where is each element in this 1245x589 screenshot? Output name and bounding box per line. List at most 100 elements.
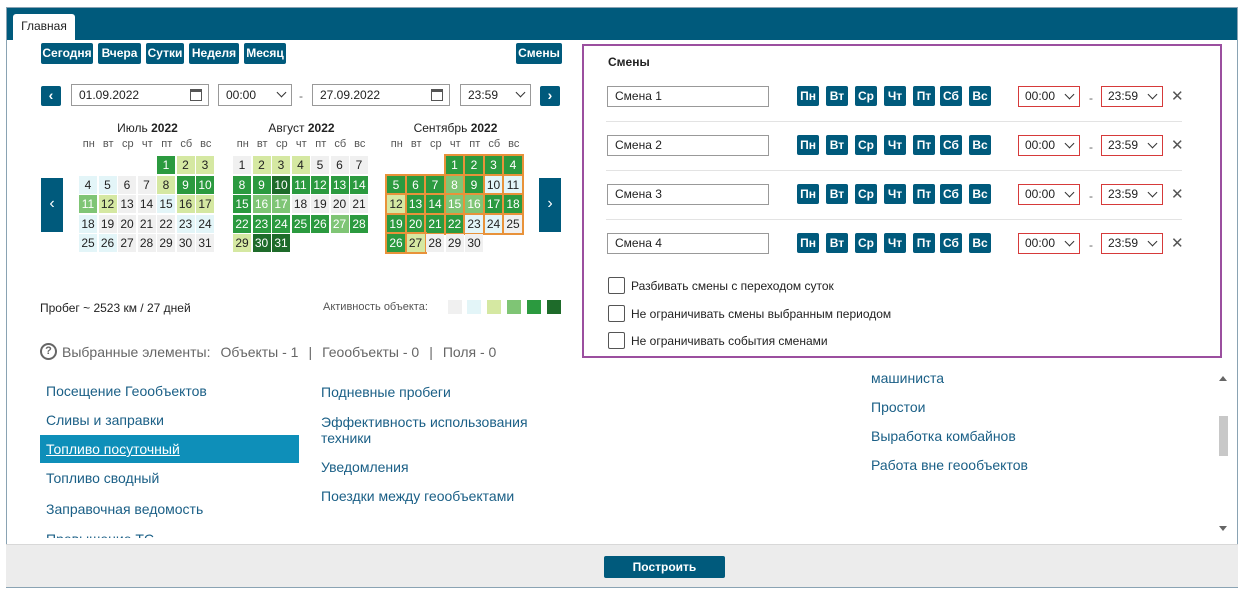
- report-item[interactable]: Работа вне геообъектов: [871, 457, 1028, 473]
- tab-main[interactable]: Главная: [13, 14, 75, 40]
- calendar-prev-button[interactable]: ‹: [41, 178, 63, 232]
- calendar-day[interactable]: 24: [484, 214, 503, 233]
- shift-day-toggle[interactable]: Сб: [940, 135, 962, 155]
- shift-day-toggle[interactable]: Пт: [913, 184, 935, 204]
- checkbox-split-days[interactable]: Разбивать смены с переходом суток: [608, 277, 834, 294]
- shift-end-select[interactable]: 23:59: [1101, 233, 1163, 254]
- shift-day-toggle[interactable]: Сб: [940, 86, 962, 106]
- calendar-day[interactable]: 2: [465, 156, 483, 174]
- selected-fields[interactable]: Поля - 0: [442, 343, 497, 360]
- calendar-day[interactable]: 27: [406, 234, 425, 252]
- calendar-day[interactable]: 13: [330, 175, 349, 194]
- shift-name-input[interactable]: Смена 3: [607, 184, 769, 205]
- calendar-day[interactable]: 10: [196, 175, 214, 194]
- calendar-day[interactable]: 13: [406, 195, 425, 213]
- calendar-day[interactable]: 4: [79, 175, 97, 194]
- calendar-day[interactable]: 26: [98, 234, 117, 252]
- calendar-day[interactable]: 21: [137, 214, 156, 233]
- shift-day-toggle[interactable]: Пн: [797, 135, 819, 155]
- shift-name-input[interactable]: Смена 2: [607, 135, 769, 156]
- report-item-active[interactable]: Топливо посуточный: [40, 435, 299, 463]
- calendar-day[interactable]: 8: [233, 175, 251, 194]
- remove-shift-close-icon[interactable]: ✕: [1171, 88, 1184, 105]
- checkbox[interactable]: [608, 332, 625, 349]
- report-item[interactable]: Поездки между геообъектами: [321, 488, 515, 504]
- calendar-day[interactable]: 28: [350, 214, 368, 233]
- calendar-day[interactable]: 12: [98, 195, 117, 213]
- calendar-day[interactable]: 28: [137, 234, 156, 252]
- report-item[interactable]: Простои: [871, 399, 926, 415]
- calendar-day[interactable]: 14: [350, 175, 368, 194]
- calendar-day[interactable]: 1: [233, 156, 251, 174]
- calendar-day[interactable]: 11: [79, 195, 97, 213]
- shift-day-toggle[interactable]: Вс: [969, 86, 991, 106]
- scroll-up-icon[interactable]: [1219, 376, 1227, 381]
- reports-scrollbar[interactable]: [1217, 374, 1229, 538]
- shift-day-toggle[interactable]: Вс: [969, 233, 991, 253]
- calendar-day[interactable]: 28: [426, 234, 444, 252]
- calendar-day[interactable]: 16: [252, 195, 271, 213]
- period-prev-button[interactable]: ‹: [41, 86, 61, 106]
- calendar-day[interactable]: 16: [176, 195, 195, 213]
- calendar-day[interactable]: 30: [176, 234, 195, 252]
- calendar-day[interactable]: 9: [465, 175, 483, 194]
- calendar-day[interactable]: 25: [291, 214, 310, 233]
- calendar-day[interactable]: 27: [118, 234, 136, 252]
- selected-geo[interactable]: Геообъекты - 0: [322, 343, 420, 360]
- calendar-day[interactable]: 19: [311, 195, 329, 213]
- calendar-day[interactable]: 7: [426, 175, 444, 194]
- report-item[interactable]: Заправочная ведомость: [46, 501, 204, 517]
- shift-day-toggle[interactable]: Сб: [940, 233, 962, 253]
- calendar-day[interactable]: 6: [118, 175, 136, 194]
- calendar-next-button[interactable]: ›: [539, 178, 561, 232]
- quick-button-4[interactable]: Месяц: [244, 43, 286, 64]
- calendar-day[interactable]: 1: [445, 156, 464, 174]
- calendar-day[interactable]: 6: [330, 156, 349, 174]
- shift-day-toggle[interactable]: Ср: [855, 184, 877, 204]
- calendar-day[interactable]: 6: [406, 175, 425, 194]
- calendar-day[interactable]: 12: [387, 195, 405, 213]
- report-item[interactable]: Посещение Геообъектов: [46, 383, 207, 399]
- checkbox-no-events-limit[interactable]: Не ограничивать события сменами: [608, 332, 828, 349]
- shift-start-select[interactable]: 00:00: [1018, 86, 1080, 107]
- selected-objects[interactable]: Объекты - 1: [220, 343, 299, 360]
- calendar-day[interactable]: 18: [504, 195, 522, 213]
- calendar-day[interactable]: 4: [291, 156, 310, 174]
- shift-day-toggle[interactable]: Пн: [797, 184, 819, 204]
- shift-day-toggle[interactable]: Чт: [884, 184, 906, 204]
- checkbox[interactable]: [608, 305, 625, 322]
- shift-end-select[interactable]: 23:59: [1101, 86, 1163, 107]
- calendar-day[interactable]: 11: [291, 175, 310, 194]
- shift-day-toggle[interactable]: Чт: [884, 233, 906, 253]
- report-item[interactable]: Подневные пробеги: [321, 384, 451, 400]
- period-next-button[interactable]: ›: [540, 86, 560, 106]
- shift-day-toggle[interactable]: Чт: [884, 86, 906, 106]
- quick-button-1[interactable]: Вчера: [98, 43, 141, 64]
- date-to-input[interactable]: 27.09.2022: [312, 84, 450, 106]
- report-item[interactable]: Выработка комбайнов: [871, 428, 1016, 444]
- time-to-select[interactable]: 23:59: [460, 84, 531, 106]
- calendar-day[interactable]: 18: [291, 195, 310, 213]
- calendar-day[interactable]: 3: [484, 156, 503, 174]
- calendar-day[interactable]: 22: [157, 214, 175, 233]
- remove-shift-close-icon[interactable]: ✕: [1171, 235, 1184, 252]
- calendar-day[interactable]: 27: [330, 214, 349, 233]
- build-button[interactable]: Построить: [604, 556, 725, 578]
- quick-button-2[interactable]: Сутки: [146, 43, 184, 64]
- calendar-day[interactable]: 23: [465, 214, 483, 233]
- calendar-day[interactable]: 7: [350, 156, 368, 174]
- calendar-day[interactable]: 9: [252, 175, 271, 194]
- shift-day-toggle[interactable]: Пт: [913, 233, 935, 253]
- calendar-day[interactable]: 23: [252, 214, 271, 233]
- calendar-day[interactable]: 4: [504, 156, 522, 174]
- shift-day-toggle[interactable]: Сб: [940, 184, 962, 204]
- calendar-day[interactable]: 29: [445, 234, 464, 252]
- time-from-select[interactable]: 00:00: [218, 84, 292, 106]
- shifts-button[interactable]: Смены: [516, 43, 562, 64]
- calendar-day[interactable]: 12: [311, 175, 329, 194]
- calendar-day[interactable]: 15: [157, 195, 175, 213]
- shift-day-toggle[interactable]: Пт: [913, 135, 935, 155]
- calendar-day[interactable]: 22: [233, 214, 251, 233]
- calendar-day[interactable]: 23: [176, 214, 195, 233]
- shift-day-toggle[interactable]: Вс: [969, 184, 991, 204]
